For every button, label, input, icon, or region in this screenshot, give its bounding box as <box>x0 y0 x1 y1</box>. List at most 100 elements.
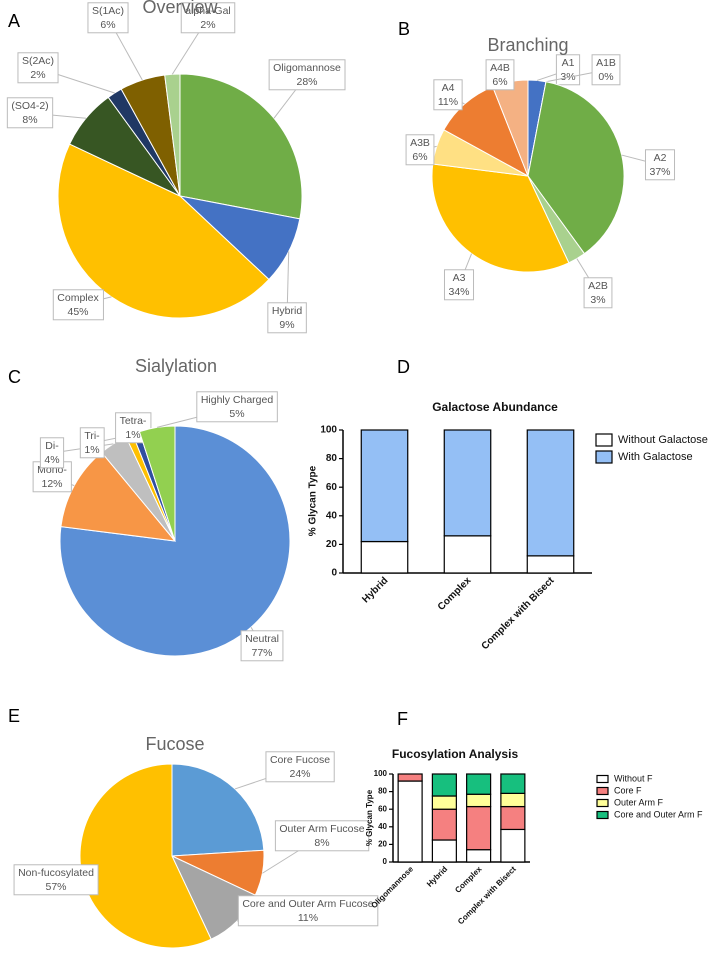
slice-value: 3% <box>560 71 575 83</box>
panel-letter: A <box>8 11 20 31</box>
slice-name: Non-fucosylated <box>18 867 94 879</box>
bar-segment <box>466 793 492 808</box>
y-axis-label: % Glycan Type <box>308 465 319 536</box>
slice-value: 1% <box>84 444 99 456</box>
x-tick-label: Complex with Bisect <box>456 864 518 926</box>
slice-name: S(1Ac) <box>92 5 124 17</box>
bar-segment <box>500 792 526 808</box>
slice-value: 2% <box>30 69 45 81</box>
bar-segment <box>397 780 423 863</box>
slice-name: A1 <box>562 57 575 69</box>
label-box <box>6 97 54 129</box>
slice-label: Core Fucose 24% <box>270 754 330 780</box>
slice-value: 0% <box>598 71 613 83</box>
slice-value: 12% <box>41 478 62 490</box>
bar-segment <box>500 773 526 794</box>
label-box <box>433 79 463 111</box>
chart-panel: BA1 3%A1B 0%A2 37%A2B 3%A3 34%A3B 6%A4 11%A4B 6%… <box>398 19 676 309</box>
chart-title: Galactose Abundance <box>432 400 558 414</box>
slice-label: Hybrid 9% <box>272 305 303 331</box>
legend-label: With Galactose <box>618 451 693 463</box>
y-axis-label: % Glycan Type <box>365 789 374 846</box>
slice-value: 3% <box>590 294 605 306</box>
slice-value: 11% <box>298 912 318 924</box>
y-tick-label: 0 <box>383 857 388 866</box>
slice-value: 57% <box>45 881 66 893</box>
panel-letter: B <box>398 19 410 39</box>
y-tick-label: 20 <box>326 539 338 550</box>
pie-slice <box>179 73 303 220</box>
slice-label: Highly Charged 5% <box>201 394 274 420</box>
slice-value: 8% <box>314 837 329 849</box>
bar-segment <box>431 773 457 797</box>
x-tick-label: Hybrid <box>360 575 390 605</box>
slice-label: alpha-Gal 2% <box>185 5 231 31</box>
slice-value: 45% <box>67 306 88 318</box>
bar-segment <box>500 805 526 831</box>
chart-title: Overview <box>142 0 218 17</box>
pie-slice <box>164 73 181 197</box>
legend-label: Without Galactose <box>618 434 708 446</box>
label-box <box>237 895 379 927</box>
slice-value: 2% <box>200 19 215 31</box>
slice-name: A1B <box>596 57 616 69</box>
slice-name: S(2Ac) <box>22 55 54 67</box>
slice-name: Tri- <box>84 430 100 442</box>
slice-name: A2 <box>654 152 667 164</box>
x-tick-label: Oligomannose <box>369 864 415 910</box>
label-box <box>240 630 284 662</box>
label-box <box>267 302 307 334</box>
slice-name: A2B <box>588 280 608 292</box>
bar-segment <box>466 849 492 863</box>
chart-title: Sialylation <box>135 356 217 376</box>
slice-label: Non-fucosylated 57% <box>18 867 94 893</box>
label-box <box>443 269 475 301</box>
label-box <box>405 134 435 166</box>
slice-label: Tri- 1% <box>84 430 100 456</box>
panel-letter: C <box>8 367 21 387</box>
chart-panel: A Oligomannose 28% Hybrid 9% Complex 45% (SO4-2… <box>6 0 346 334</box>
slice-label: A1B 0% <box>596 57 616 83</box>
chart-title: Fucose <box>145 734 204 754</box>
chart-panel: D 0 20 40 60 80 100 Hybrid Complex Complex with B… <box>308 357 708 652</box>
slice-value: 6% <box>492 76 507 88</box>
slice-name: Oligomannose <box>273 62 341 74</box>
slice-label: Tetra- 1% <box>120 415 147 441</box>
legend-label: Without F <box>614 773 653 783</box>
y-tick-label: 60 <box>378 804 387 813</box>
label-box <box>52 289 104 321</box>
slice-label: A3 34% <box>448 272 469 298</box>
bar-segment <box>466 805 492 851</box>
slice-label: (SO4-2) 8% <box>11 100 48 126</box>
pie-slice <box>138 425 176 542</box>
pie-slice <box>431 163 570 273</box>
slice-label: Neutral 77% <box>245 633 279 659</box>
legend-swatch <box>596 798 609 808</box>
slice-value: 11% <box>438 96 458 108</box>
y-tick-label: 80 <box>378 787 387 796</box>
slice-value: 24% <box>289 768 310 780</box>
slice-label: S(1Ac) 6% <box>92 5 124 31</box>
legend-label: Core F <box>614 785 642 795</box>
label-box <box>196 391 278 423</box>
slice-name: A4 <box>442 82 455 94</box>
y-tick-label: 20 <box>378 840 387 849</box>
slice-label: A4 11% <box>438 82 458 108</box>
label-box <box>583 277 613 309</box>
legend-label: Core and Outer Arm F <box>614 809 703 819</box>
chart-title: Branching <box>487 35 568 55</box>
chart-panel: E Core Fucose 24% Outer Arm Fucose 8% Core an… <box>8 706 379 949</box>
slice-name: Tetra- <box>120 415 147 427</box>
label-box <box>180 2 236 34</box>
slice-name: alpha-Gal <box>185 5 231 17</box>
slice-value: 28% <box>296 76 317 88</box>
slice-name: Core Fucose <box>270 754 330 766</box>
x-tick-label: Complex <box>436 575 474 613</box>
panel-letter: E <box>8 706 20 726</box>
label-box <box>485 59 515 91</box>
slice-label: A3B 6% <box>410 137 430 163</box>
slice-label: Core and Outer Arm Fucose 11% <box>242 898 373 924</box>
bar-segment <box>526 555 575 574</box>
